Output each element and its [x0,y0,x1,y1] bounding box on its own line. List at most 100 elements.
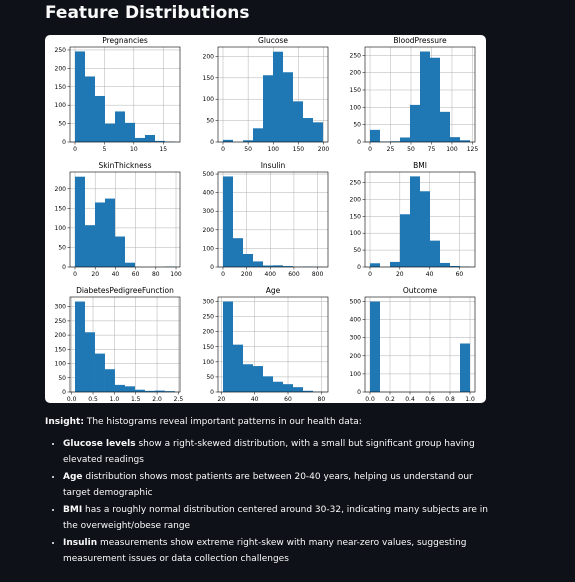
x-tick-label: 200 [241,271,253,278]
bar [75,51,85,142]
axes-frame [217,171,329,268]
y-tick-label: 100 [55,361,67,368]
y-tick-label: 200 [203,53,215,60]
y-tick-label: 100 [203,245,215,252]
y-tick-label: 200 [55,65,67,72]
bar [460,343,470,392]
x-tick-label: 40 [426,271,434,278]
bar [370,129,380,142]
x-tick-label: 60 [284,396,292,403]
bar [114,384,125,392]
insight-list: Glucose levels show a right-skewed distr… [45,436,495,567]
axes-frame [217,46,329,143]
x-tick-label: 0.2 [385,396,395,403]
axes-frame [364,296,476,393]
bar [263,376,273,392]
y-tick-label: 150 [55,205,67,212]
bar [135,137,145,142]
x-tick-label: 0.5 [88,396,98,403]
bar [233,238,243,267]
axes-frame [69,171,181,268]
subplot-title: DiabetesPedigreeFunction [76,286,174,295]
y-tick-label: 50 [353,247,361,254]
bar [95,95,105,142]
y-tick-label: 150 [203,344,215,351]
x-tick-label: 0 [73,146,77,153]
axes-frame [69,296,181,393]
x-tick-label: 0 [73,271,77,278]
bar [420,51,430,142]
bar [105,123,115,142]
insight-bullet: BMI has a roughly normal distribution ce… [63,502,495,534]
x-tick-label: 2.0 [152,396,162,403]
bar [400,214,410,267]
bar [283,72,293,142]
bar [94,353,105,392]
y-tick-label: 150 [203,75,215,82]
y-tick-label: 100 [350,104,362,111]
x-tick-label: 1.0 [465,396,475,403]
x-tick-label: 75 [428,146,436,153]
x-tick-label: 800 [312,271,324,278]
bar [85,225,95,267]
page-title: Feature Distributions [45,3,250,23]
y-tick-label: 0 [210,264,214,271]
bar [400,137,410,142]
x-tick-label: 80 [318,396,326,403]
x-tick-label: 40 [112,271,120,278]
x-tick-label: 400 [265,271,277,278]
bar [430,57,440,142]
x-tick-label: 2.5 [174,396,184,403]
bullet-lead: BMI [63,505,83,515]
x-tick-label: 50 [244,146,252,153]
x-tick-label: 0.0 [365,396,375,403]
bar [75,176,85,267]
bar [253,128,263,142]
bar [243,364,253,392]
y-tick-label: 500 [203,171,215,178]
bar [84,332,95,392]
y-tick-label: 0 [62,139,66,146]
bar [144,390,155,392]
bar [420,191,430,267]
subplot-title: Glucose [258,36,288,45]
y-tick-label: 200 [203,227,215,234]
y-tick-label: 0 [62,389,66,396]
bar [370,263,380,267]
x-tick-label: 20 [396,271,404,278]
x-tick-label: 20 [91,271,99,278]
y-tick-label: 0 [357,389,361,396]
x-tick-label: 100 [268,146,280,153]
x-tick-label: 200 [318,146,330,153]
y-tick-label: 200 [350,70,362,77]
bar [253,261,263,267]
bar [243,253,253,267]
x-tick-label: 40 [251,396,259,403]
bar [134,389,145,392]
y-tick-label: 100 [55,225,67,232]
x-tick-label: 0.4 [405,396,415,403]
y-tick-label: 0 [62,264,66,271]
subplot-title: Age [266,286,281,295]
bar [115,236,125,267]
y-tick-label: 150 [350,87,362,94]
subplot-title: Outcome [403,286,438,295]
bar [273,265,283,267]
subplot-title: BMI [413,161,427,170]
bar [450,265,460,267]
bar [95,202,105,267]
bullet-text: measurements show extreme right-skew wit… [63,538,467,564]
x-tick-label: 20 [218,396,226,403]
x-tick-label: 100 [446,146,458,153]
y-tick-label: 150 [350,213,362,220]
bar [233,344,243,392]
y-tick-label: 200 [350,196,362,203]
bar [293,101,303,142]
bar [124,386,135,392]
y-tick-label: 0 [210,139,214,146]
bar [293,387,303,392]
x-tick-label: 10 [130,146,138,153]
bar [223,139,233,142]
